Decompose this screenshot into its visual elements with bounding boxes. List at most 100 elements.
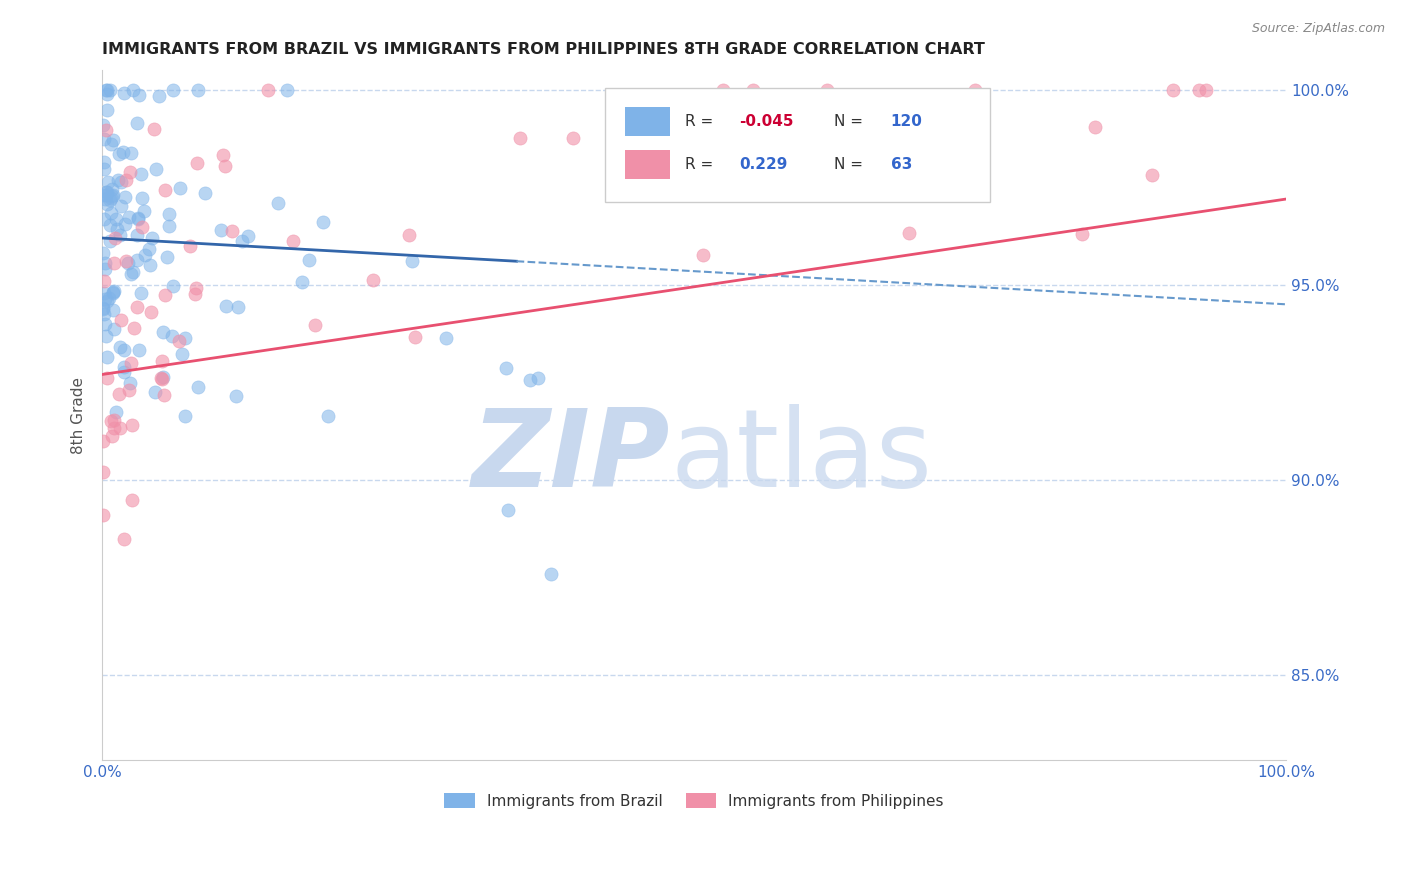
Point — [316, 409, 339, 423]
Point — [150, 354, 173, 368]
Point — [131, 191, 153, 205]
Point — [104, 211, 127, 226]
Point — [153, 388, 176, 402]
Point — [93, 161, 115, 176]
Point — [179, 239, 201, 253]
Point — [187, 83, 209, 97]
Point — [131, 220, 153, 235]
Point — [1084, 120, 1107, 135]
Point — [100, 136, 122, 151]
Point — [128, 343, 150, 358]
Point — [129, 167, 152, 181]
Point — [112, 86, 135, 100]
Point — [361, 273, 384, 287]
Point — [122, 265, 145, 279]
Point — [100, 182, 122, 196]
Point — [194, 186, 217, 200]
Point — [101, 286, 124, 301]
Point — [187, 380, 209, 394]
Point — [169, 180, 191, 194]
Point — [162, 83, 184, 97]
Point — [96, 87, 118, 101]
Point — [152, 370, 174, 384]
Point — [93, 301, 115, 315]
Point — [115, 254, 138, 268]
Point — [100, 429, 122, 443]
Point — [132, 203, 155, 218]
Point — [103, 285, 125, 300]
Point — [93, 118, 115, 132]
Point — [98, 292, 121, 306]
Point — [110, 175, 132, 189]
Point — [105, 222, 128, 236]
Point — [108, 146, 131, 161]
Bar — [626, 107, 671, 136]
Point — [145, 161, 167, 176]
Point — [815, 83, 838, 97]
Point — [1161, 83, 1184, 97]
Point — [94, 317, 117, 331]
Point — [103, 256, 125, 270]
Point — [120, 145, 142, 160]
Point — [401, 254, 423, 268]
Y-axis label: 8th Grade: 8th Grade — [72, 377, 86, 454]
Point — [108, 340, 131, 354]
Point — [96, 294, 118, 309]
Point — [174, 409, 197, 423]
Point — [96, 351, 118, 365]
Point — [496, 503, 519, 517]
Point — [139, 258, 162, 272]
Point — [281, 234, 304, 248]
Point — [150, 372, 173, 386]
Point — [131, 286, 153, 301]
Point — [100, 414, 122, 428]
Point — [100, 235, 122, 249]
Point — [662, 123, 685, 137]
Point — [540, 567, 562, 582]
Point — [152, 325, 174, 339]
Point — [156, 251, 179, 265]
Text: N =: N = — [834, 114, 863, 129]
Point — [257, 83, 280, 97]
Point — [120, 356, 142, 370]
Point — [120, 267, 142, 281]
Point — [127, 227, 149, 242]
Point — [96, 371, 118, 385]
Point — [118, 210, 141, 224]
Point — [93, 465, 115, 479]
Text: R =: R = — [685, 114, 717, 129]
Legend: Immigrants from Brazil, Immigrants from Philippines: Immigrants from Brazil, Immigrants from … — [439, 787, 950, 814]
Text: R =: R = — [685, 158, 717, 172]
Point — [562, 131, 585, 145]
Point — [96, 185, 118, 199]
Point — [134, 248, 156, 262]
Point — [183, 286, 205, 301]
Text: ZIP: ZIP — [472, 404, 671, 510]
Point — [741, 83, 763, 97]
Point — [162, 328, 184, 343]
Point — [104, 405, 127, 419]
Point — [509, 131, 531, 145]
Point — [148, 88, 170, 103]
Point — [127, 211, 149, 225]
Point — [267, 195, 290, 210]
Point — [139, 305, 162, 319]
Point — [96, 83, 118, 97]
Point — [138, 243, 160, 257]
Point — [149, 370, 172, 384]
Point — [101, 187, 124, 202]
Point — [112, 532, 135, 546]
Point — [93, 261, 115, 276]
Point — [141, 230, 163, 244]
Point — [98, 193, 121, 207]
Text: 120: 120 — [890, 114, 922, 129]
Point — [100, 191, 122, 205]
Point — [170, 347, 193, 361]
Point — [117, 255, 139, 269]
Text: 0.229: 0.229 — [740, 158, 787, 172]
Point — [404, 330, 426, 344]
Point — [159, 207, 181, 221]
Point — [122, 321, 145, 335]
Point — [312, 215, 335, 229]
Point — [174, 331, 197, 345]
